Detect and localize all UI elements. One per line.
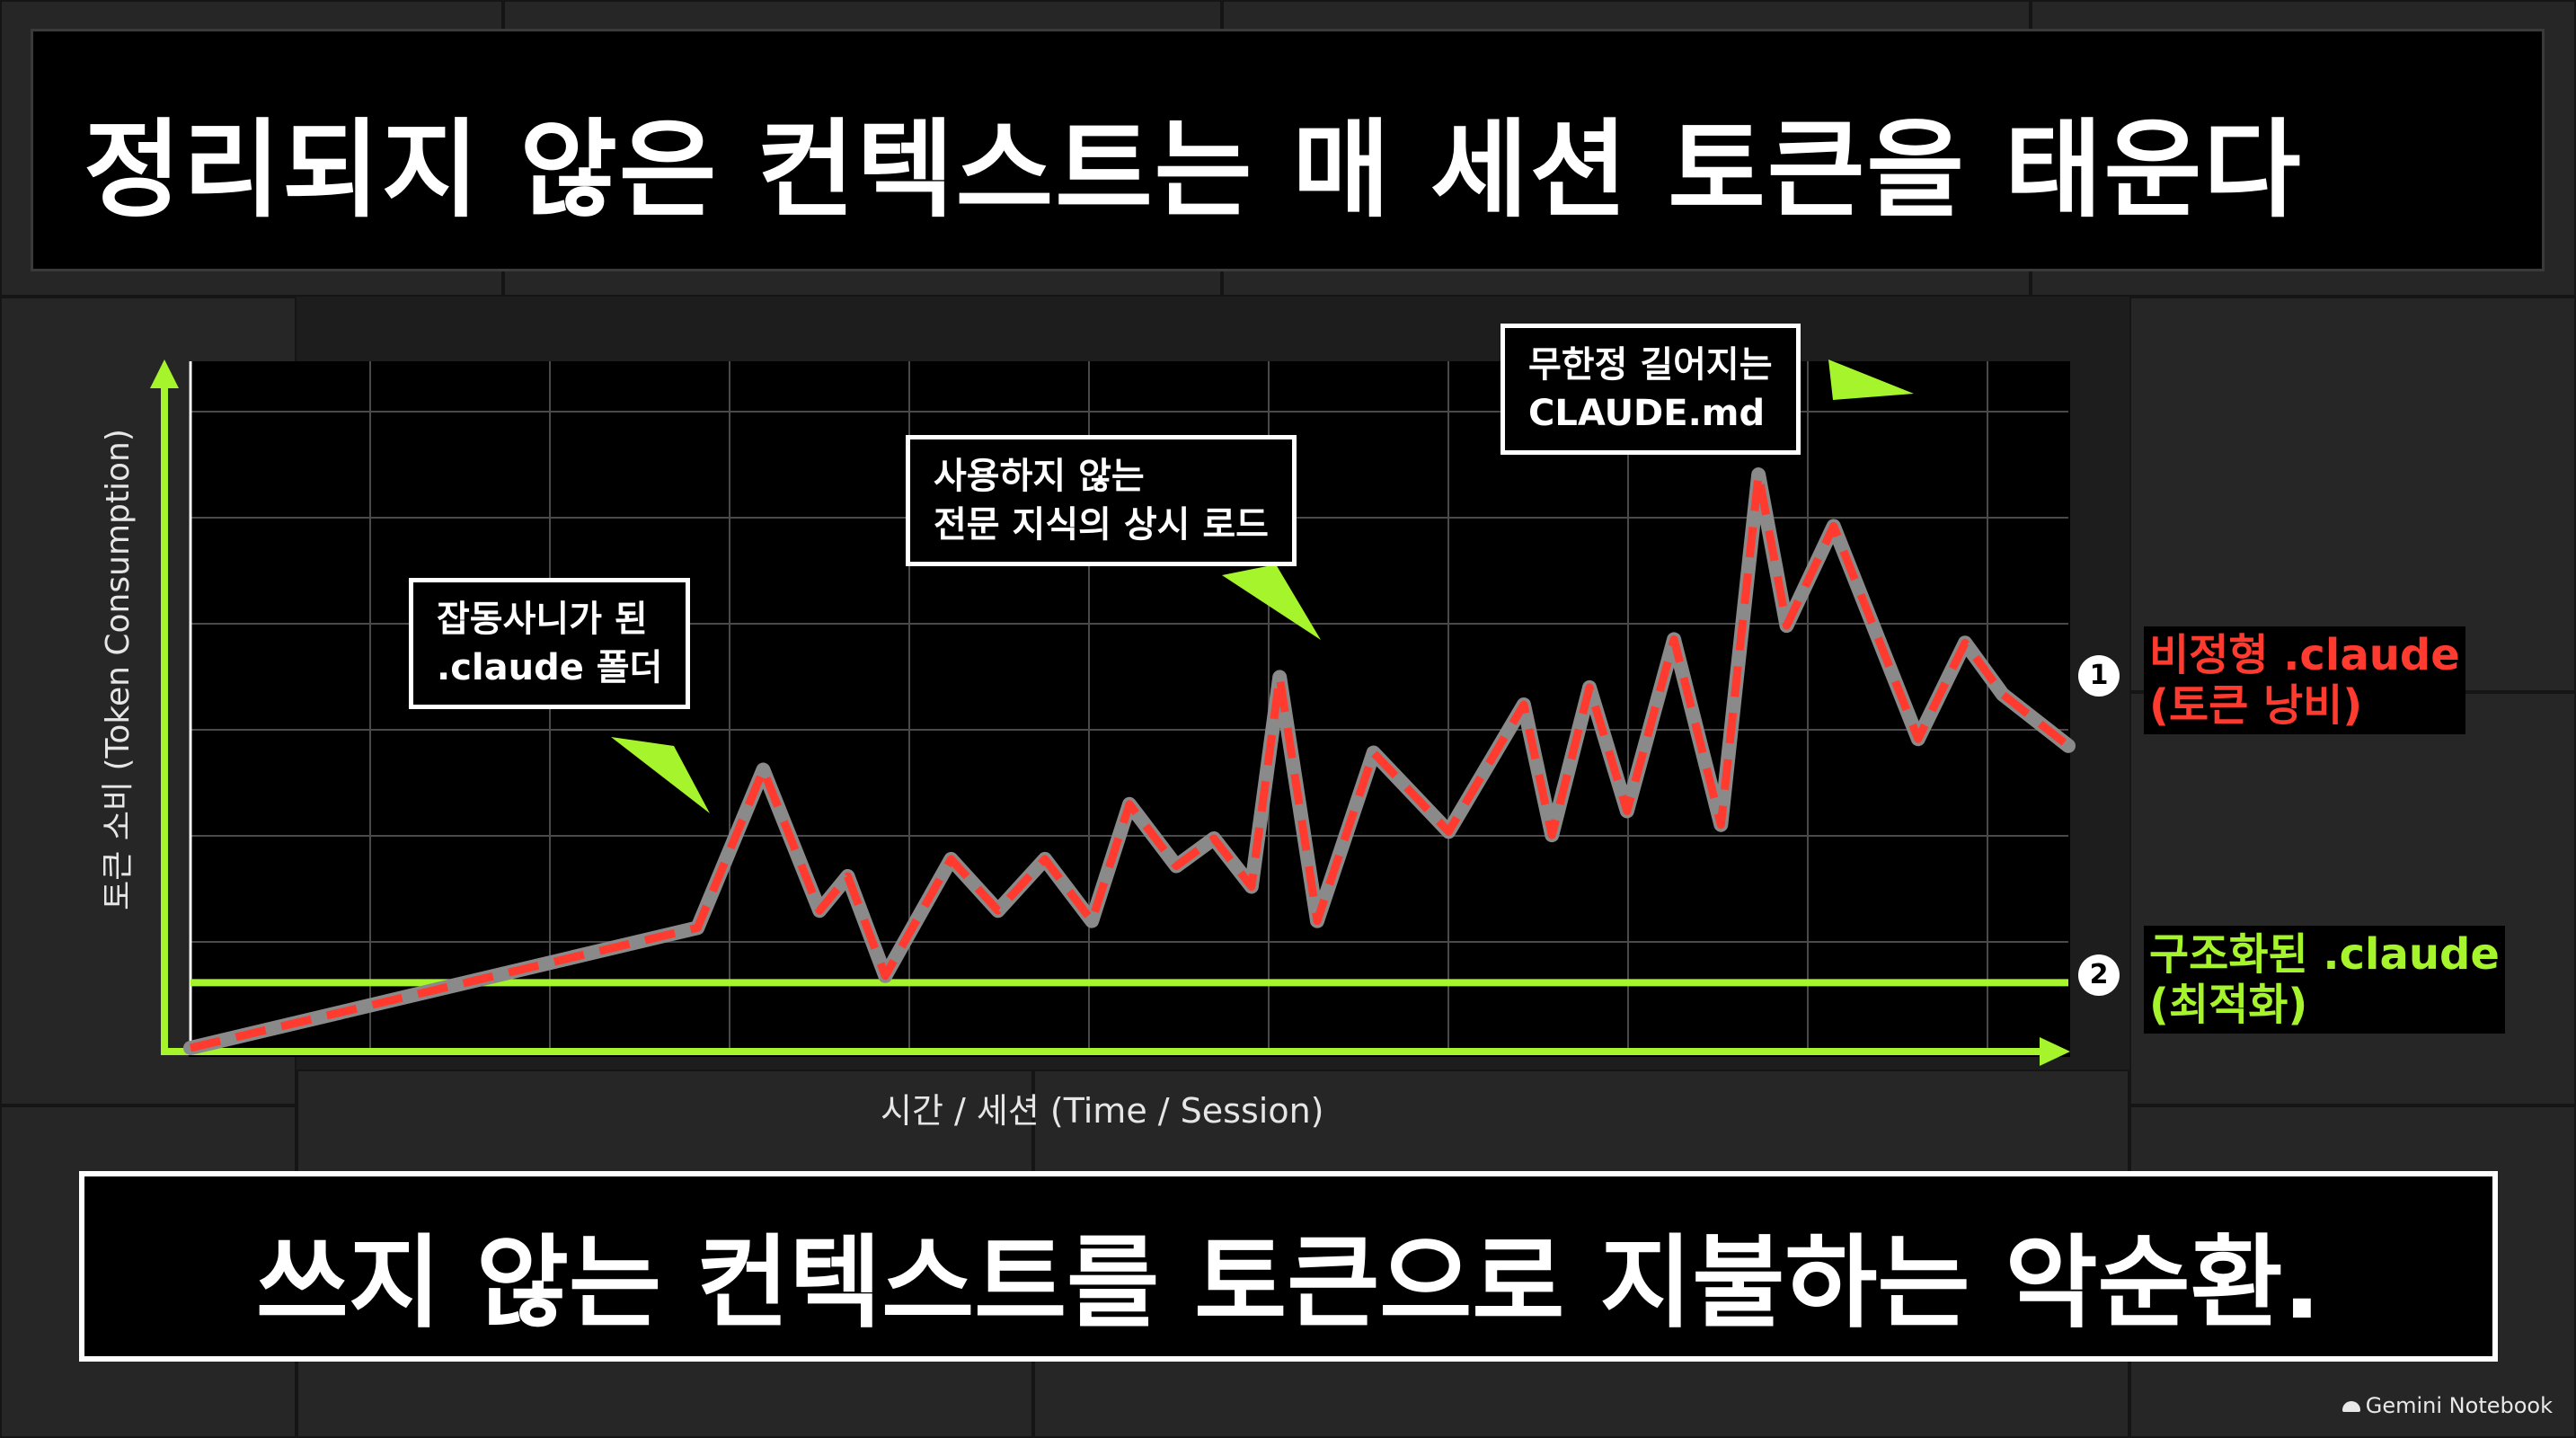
notebook-logo-icon: [2341, 1401, 2360, 1412]
annotation-line: CLAUDE.md: [1528, 393, 1766, 434]
series-1-label-line: (토큰 낭비): [2149, 680, 2363, 731]
annotation-pointer: [611, 737, 710, 813]
annotation-growing-claude-md: 무한정 길어지는 CLAUDE.md: [1500, 324, 1801, 455]
caption-banner: 쓰지 않는 컨텍스트를 토큰으로 지불하는 악순환.: [79, 1171, 2498, 1362]
x-axis-arrow: [2040, 1037, 2070, 1066]
watermark-text: Gemini Notebook: [2365, 1393, 2553, 1418]
series-1-label-line: 비정형 .claude: [2149, 630, 2460, 680]
series-2-label: 구조화된 .claude (최적화): [2144, 926, 2505, 1034]
annotation-line: .claude 폴더: [437, 647, 663, 688]
annotation-line: 사용하지 않는: [934, 456, 1145, 497]
page-title: 정리되지 않은 컨텍스트는 매 세션 토큰을 태운다: [84, 108, 2303, 232]
y-axis-arrow: [150, 360, 179, 388]
annotation-unused-expertise: 사용하지 않는 전문 지식의 상시 로드: [906, 435, 1297, 566]
series-2-label-line: (최적화): [2149, 980, 2308, 1030]
annotation-line: 전문 지식의 상시 로드: [934, 504, 1269, 546]
background-tile: [2129, 297, 2576, 692]
annotation-pointer: [1828, 360, 1914, 400]
annotation-line: 잡동사니가 된: [437, 599, 648, 640]
series-2-label-line: 구조화된 .claude: [2149, 929, 2500, 980]
annotation-pointer: [1222, 564, 1321, 640]
annotation-cluttered-folder: 잡동사니가 된 .claude 폴더: [409, 578, 691, 709]
x-axis-title: 시간 / 세션 (Time / Session): [881, 1091, 1324, 1131]
series-1-line: [189, 470, 2071, 1052]
series-2-badge: 2: [2078, 954, 2120, 996]
title-banner: 정리되지 않은 컨텍스트는 매 세션 토큰을 태운다: [31, 29, 2545, 271]
y-axis-title: 토큰 소비 (Token Consumption): [100, 429, 137, 910]
series-1-label: 비정형 .claude (토큰 낭비): [2144, 626, 2465, 734]
watermark: Gemini Notebook: [2341, 1393, 2553, 1418]
caption-text: 쓰지 않는 컨텍스트를 토큰으로 지불하는 악순환.: [255, 1225, 2322, 1342]
annotation-line: 무한정 길어지는: [1528, 344, 1773, 386]
background-tile: [2129, 692, 2576, 1105]
series-1-badge: 1: [2078, 655, 2120, 697]
